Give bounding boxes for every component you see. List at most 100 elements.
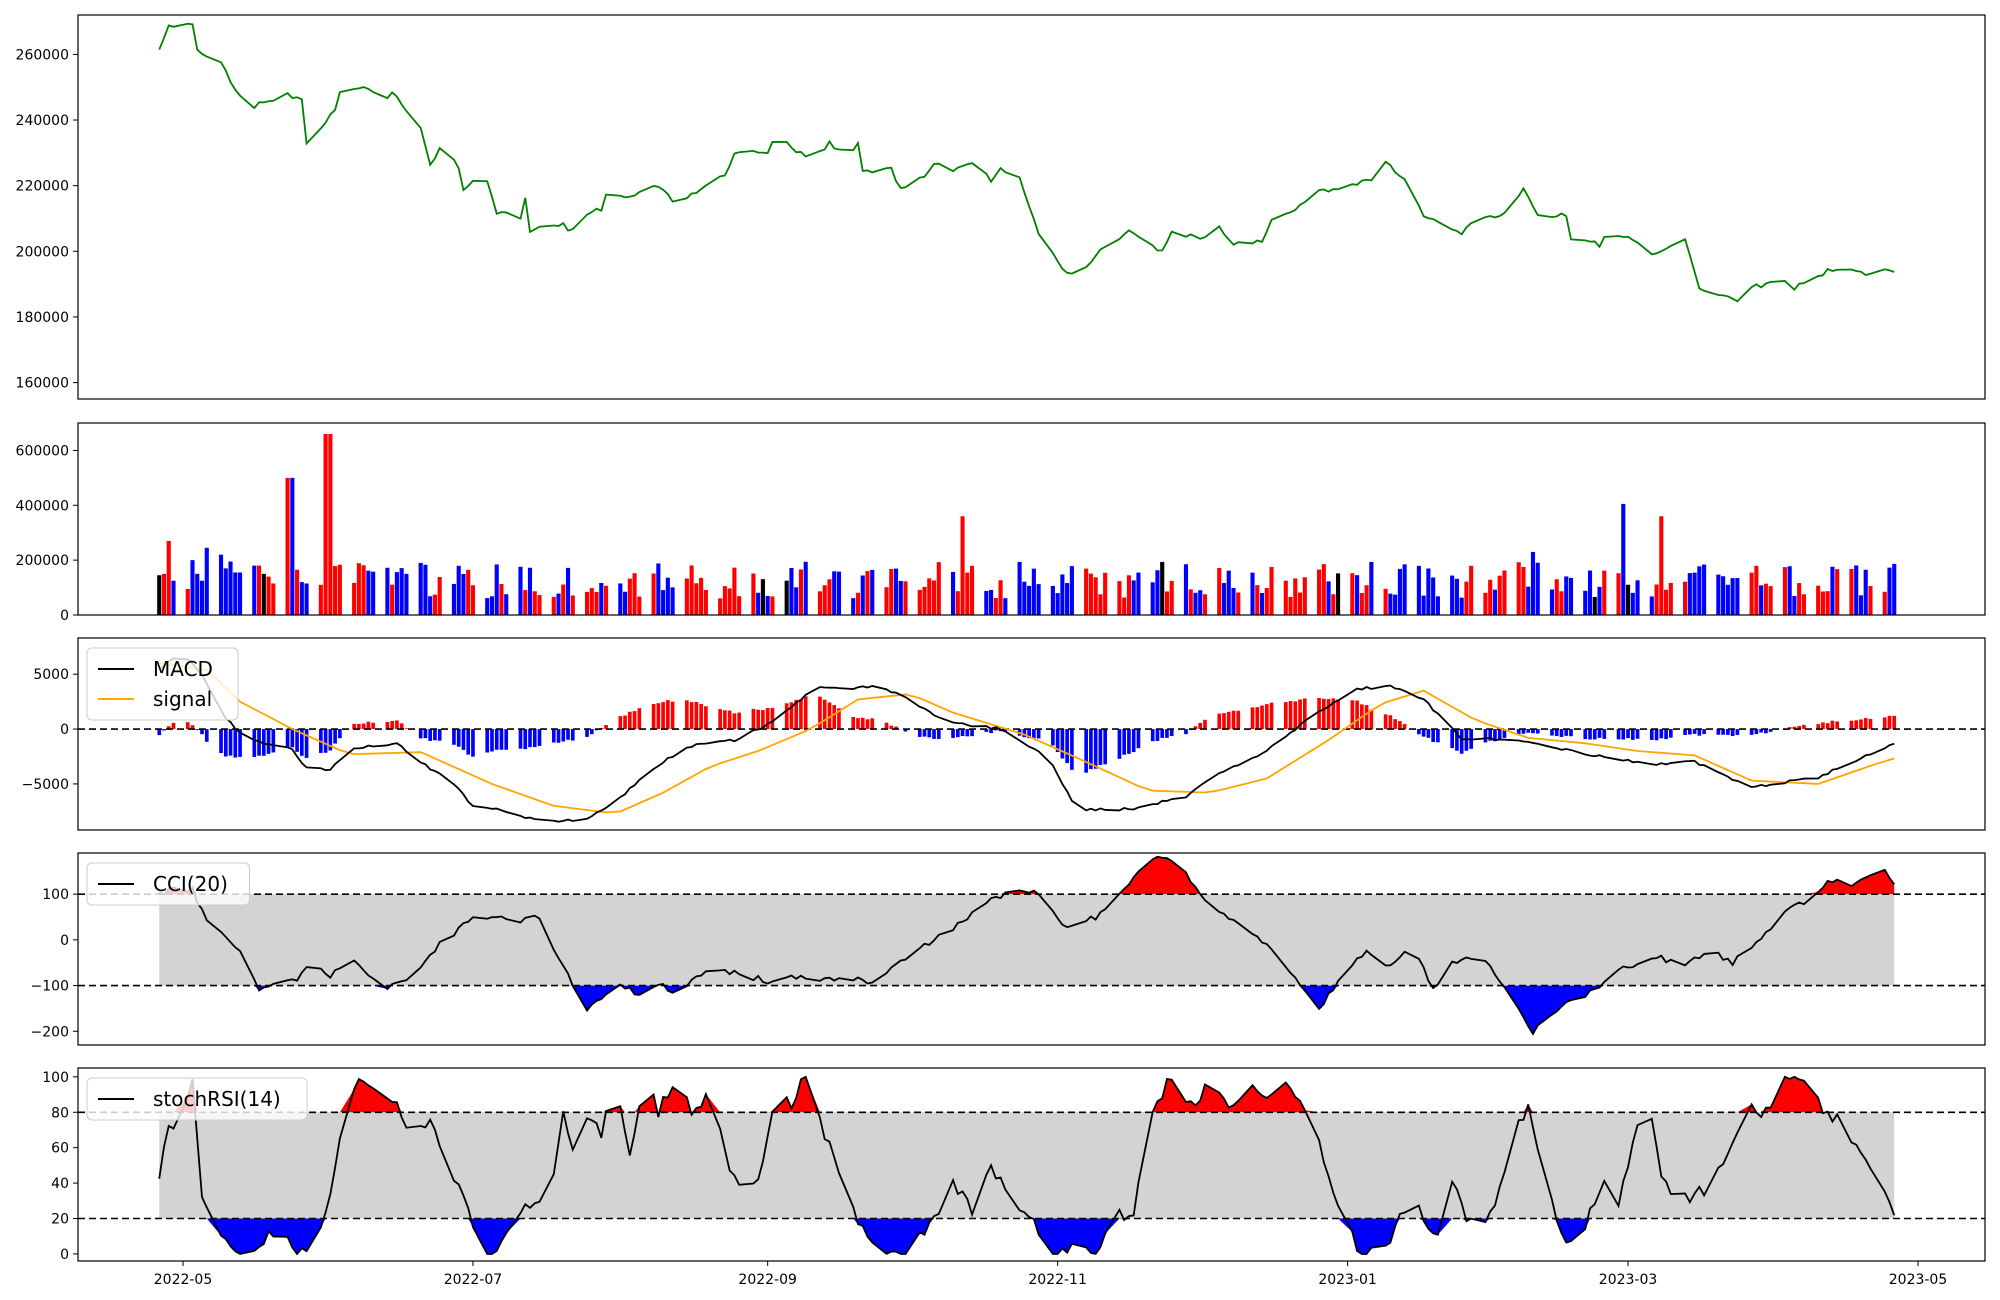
macd-histogram-bar bbox=[385, 722, 390, 730]
macd-histogram-bar bbox=[1697, 729, 1702, 736]
volume-bar bbox=[584, 591, 590, 615]
volume-bar bbox=[199, 580, 205, 615]
macd-histogram-bar bbox=[1036, 729, 1041, 739]
macd-histogram-bar bbox=[1155, 729, 1160, 741]
macd-histogram-bar bbox=[1455, 729, 1459, 751]
macd-histogram-bar bbox=[1621, 729, 1626, 740]
volume-bar bbox=[1763, 583, 1768, 615]
volume-bar bbox=[1492, 589, 1497, 615]
volume-bar bbox=[1730, 578, 1735, 615]
macd-histogram-bar bbox=[1055, 729, 1060, 752]
macd-histogram-bar bbox=[1103, 729, 1107, 765]
macd-histogram-bar bbox=[989, 729, 993, 734]
volume-bar bbox=[589, 588, 594, 615]
volume-bar bbox=[1516, 562, 1521, 615]
volume-bar bbox=[1858, 595, 1864, 615]
macd-histogram-bar bbox=[1426, 729, 1431, 738]
volume-bar bbox=[233, 572, 238, 615]
macd-histogram-bar bbox=[851, 717, 856, 730]
macd-histogram-bar bbox=[784, 703, 789, 730]
volume-bar bbox=[1602, 570, 1607, 615]
macd-histogram-bar bbox=[1264, 704, 1269, 730]
macd-histogram-bar bbox=[452, 729, 456, 745]
volume-bar bbox=[1269, 566, 1274, 615]
volume-bar bbox=[1336, 573, 1341, 615]
volume-bar bbox=[1768, 586, 1773, 615]
volume-bar bbox=[1164, 591, 1170, 615]
macd-histogram-bar bbox=[404, 728, 409, 730]
macd-histogram-bar bbox=[1298, 699, 1302, 730]
volume-bar bbox=[751, 573, 756, 615]
macd-histogram-bar bbox=[490, 729, 494, 752]
macd-histogram-bar bbox=[1003, 729, 1008, 732]
macd-histogram-bar bbox=[204, 729, 209, 742]
cci-ytick-label: −100 bbox=[31, 979, 69, 995]
volume-bar bbox=[1217, 567, 1222, 615]
macd-histogram-bar bbox=[418, 729, 423, 739]
macd-histogram-bar bbox=[1027, 729, 1031, 739]
macd-histogram-bar bbox=[1093, 729, 1098, 769]
volume-bar bbox=[618, 583, 623, 615]
volume-bar bbox=[1597, 586, 1602, 615]
macd-histogram-bar bbox=[261, 729, 266, 756]
macd-histogram-bar bbox=[1887, 715, 1892, 730]
macd-histogram-bar bbox=[1402, 724, 1407, 730]
macd-histogram-bar bbox=[200, 729, 204, 735]
volume-bar bbox=[1065, 583, 1070, 615]
volume-bar bbox=[1483, 592, 1488, 615]
cci-panel: −200 −100 0 100 CCI(20) bbox=[31, 852, 1986, 1046]
volume-bar bbox=[1559, 591, 1564, 615]
volume-bar bbox=[1882, 591, 1887, 615]
macd-histogram-bar bbox=[566, 729, 570, 740]
macd-histogram-bar bbox=[366, 721, 371, 730]
volume-bar bbox=[451, 583, 456, 615]
macd-histogram-bar bbox=[1821, 722, 1825, 730]
macd-histogram-bar bbox=[865, 719, 870, 730]
volume-bar bbox=[385, 567, 390, 615]
macd-histogram-bar bbox=[1293, 701, 1298, 730]
volume-bar bbox=[1022, 581, 1027, 615]
volume-bar bbox=[760, 579, 765, 615]
volume-bar bbox=[228, 561, 233, 615]
volume-bar bbox=[789, 567, 794, 615]
volume-bar bbox=[532, 591, 537, 615]
stochrsi-ytick-label: 40 bbox=[51, 1176, 69, 1192]
macd-histogram-bar bbox=[352, 723, 356, 730]
macd-histogram-bar bbox=[190, 725, 195, 730]
volume-bar bbox=[922, 586, 927, 615]
volume-bar bbox=[1231, 588, 1236, 615]
volume-bar bbox=[1825, 591, 1830, 615]
xtick-label: 2022-09 bbox=[738, 1272, 797, 1288]
macd-histogram-bar bbox=[1051, 729, 1055, 746]
macd-histogram-bar bbox=[984, 729, 989, 732]
volume-bar bbox=[756, 592, 761, 615]
macd-histogram-bar bbox=[1436, 729, 1440, 743]
volume-bar bbox=[931, 580, 937, 615]
volume-bar bbox=[832, 571, 837, 615]
macd-histogram-bar bbox=[656, 703, 661, 730]
volume-bar bbox=[936, 562, 941, 615]
volume-bar bbox=[1136, 572, 1141, 615]
volume-bar bbox=[1155, 570, 1160, 615]
macd-histogram-bar bbox=[1816, 724, 1821, 730]
volume-bar bbox=[570, 595, 575, 615]
volume-bar bbox=[399, 568, 404, 615]
cci-line bbox=[158, 855, 1895, 1036]
macd-histogram-bar bbox=[338, 729, 342, 739]
volume-bar bbox=[694, 583, 699, 615]
macd-legend-box bbox=[86, 647, 239, 721]
macd-histogram-bar bbox=[570, 729, 575, 741]
macd-histogram-bar bbox=[1602, 729, 1607, 739]
macd-histogram-bar bbox=[618, 716, 623, 730]
macd-histogram-bar bbox=[1664, 729, 1668, 740]
volume-bar bbox=[1721, 576, 1726, 615]
volume-bar bbox=[1416, 565, 1421, 615]
volume-bar bbox=[371, 571, 376, 615]
volume-bar bbox=[1835, 569, 1840, 615]
macd-histogram-bar bbox=[860, 717, 865, 730]
volume-bar bbox=[1431, 577, 1436, 615]
volume-bar bbox=[1820, 591, 1825, 615]
volume-bar bbox=[556, 593, 561, 615]
volume-bar bbox=[737, 596, 742, 615]
macd-histogram-bar bbox=[323, 729, 328, 753]
